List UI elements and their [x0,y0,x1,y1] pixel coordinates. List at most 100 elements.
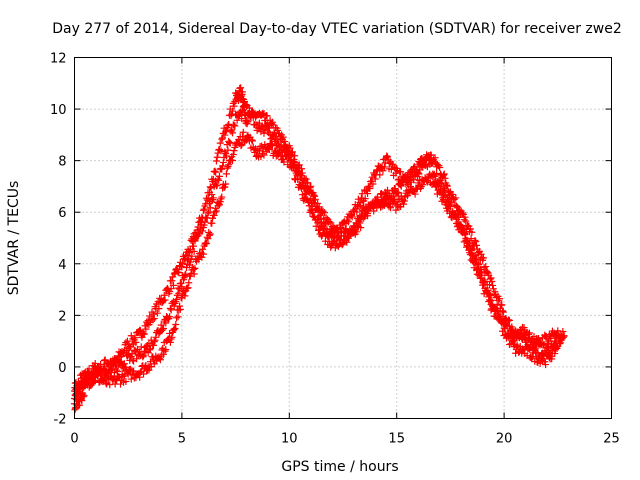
data-point [170,270,178,278]
data-point [341,225,349,233]
data-point [270,131,278,139]
data-point [279,133,287,141]
data-point [184,284,192,292]
data-point [222,180,230,188]
data-point [229,151,237,159]
data-point [166,338,174,346]
data-point [139,353,147,361]
data-point [189,242,197,250]
data-point [133,355,141,363]
data-point [102,365,110,373]
data-point [560,332,568,340]
data-point [168,333,176,341]
data-point [348,213,356,221]
data-point [316,212,324,220]
data-point [218,135,226,143]
data-point [459,209,467,217]
data-point [132,338,140,346]
data-point [210,211,218,219]
data-point [314,205,322,213]
data-point [337,228,345,236]
data-point [211,208,219,216]
data-point [452,194,460,202]
data-point [487,274,495,282]
data-point [527,353,535,361]
data-point [161,347,169,355]
y-tick-label: 10 [50,103,67,118]
data-point [274,152,282,160]
data-point [400,200,408,208]
data-point [460,228,468,236]
data-point [411,190,419,198]
data-point [170,325,178,333]
data-point [182,270,190,278]
data-point [294,176,302,184]
data-point [166,329,174,337]
data-point [495,312,503,320]
data-point [476,268,484,276]
data-point [524,334,532,342]
data-point [215,172,223,180]
data-point [472,238,480,246]
data-point [450,195,458,203]
data-point [296,183,304,191]
data-point [190,247,198,255]
data-point [347,211,355,219]
data-point [218,165,226,173]
data-point [146,312,154,320]
data-point [312,222,320,230]
data-point [79,393,87,401]
data-point [330,234,338,242]
data-point [102,379,110,387]
data-point [551,350,559,358]
data-point [215,201,223,209]
data-point [172,321,180,329]
data-point [321,209,329,217]
data-point [327,219,335,227]
data-point [545,348,553,356]
data-point [371,175,379,183]
data-point [366,184,374,192]
data-point [389,160,397,168]
data-point [383,194,391,202]
data-point [311,192,319,200]
data-point [259,126,267,134]
data-point [202,239,210,247]
data-point [239,128,247,136]
data-point [140,370,148,378]
data-point [369,180,377,188]
data-point [285,147,293,155]
data-point [376,171,384,179]
data-point [435,162,443,170]
data-point [75,381,83,389]
data-point [123,337,131,345]
data-point [135,328,143,336]
data-point [186,246,194,254]
data-point [462,217,470,225]
data-point [229,157,237,165]
data-point [145,366,153,374]
data-point [463,236,471,244]
data-point [317,215,325,223]
data-point [394,189,402,197]
data-point [230,102,238,110]
data-point [122,377,130,385]
data-point [76,380,84,388]
data-point [248,107,256,115]
data-point [436,176,444,184]
data-point [370,207,378,215]
data-point [106,381,114,389]
data-point [237,142,245,150]
data-point [433,170,441,178]
data-point [471,236,479,244]
data-point [205,208,213,216]
data-point [167,335,175,343]
data-point [423,178,431,186]
data-point [353,208,361,216]
data-point [191,264,199,272]
data-point [530,347,538,355]
data-point [443,193,451,201]
data-point [224,122,232,130]
data-point [242,103,250,111]
data-point [296,170,304,178]
